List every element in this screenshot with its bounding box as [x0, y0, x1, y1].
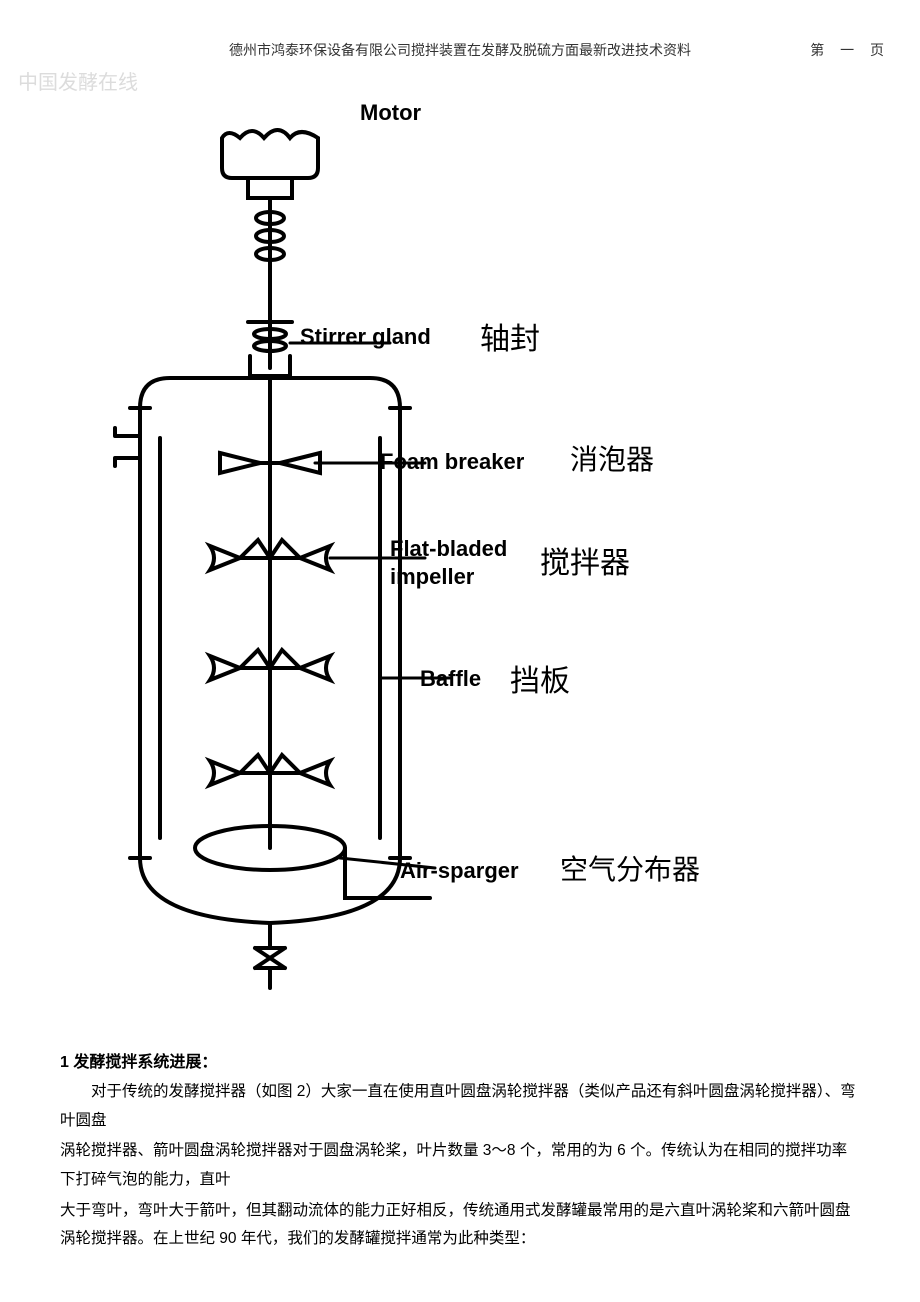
label-impeller-en1: Flat-bladed	[390, 536, 507, 562]
label-impeller-cn: 搅拌器	[540, 538, 630, 582]
label-motor-en: Motor	[360, 100, 421, 126]
para-2: 涡轮搅拌器、箭叶圆盘涡轮搅拌器对于圆盘涡轮桨，叶片数量 3～8 个，常用的为 6…	[60, 1137, 860, 1194]
label-gland-cn: 轴封	[480, 314, 540, 358]
section-heading: 发酵搅拌系统进展：	[73, 1054, 217, 1071]
section-1-body: 对于传统的发酵搅拌器（如图 2）大家一直在使用直叶圆盘涡轮搅拌器（类似产品还有斜…	[60, 1078, 860, 1254]
para-3: 大于弯叶，弯叶大于箭叶，但其翻动流体的能力正好相反，传统通用式发酵罐最常用的是六…	[60, 1197, 860, 1254]
section-number: 1	[60, 1054, 69, 1071]
label-impeller-en2: impeller	[390, 564, 474, 590]
label-foam-cn: 消泡器	[570, 438, 654, 478]
label-baffle-cn: 挡板	[510, 656, 570, 700]
page-header: 德州市鸿泰环保设备有限公司搅拌装置在发酵及脱硫方面最新改进技术资料 第 一 页	[60, 40, 860, 60]
label-gland-en: Stirrer gland	[300, 324, 431, 350]
label-foam-en: Foam breaker	[380, 449, 524, 475]
para-1: 对于传统的发酵搅拌器（如图 2）大家一直在使用直叶圆盘涡轮搅拌器（类似产品还有斜…	[60, 1078, 860, 1135]
label-sparger-en: Air-sparger	[400, 858, 519, 884]
page-number: 第 一 页	[810, 40, 890, 60]
label-baffle-en: Baffle	[420, 666, 481, 692]
header-title: 德州市鸿泰环保设备有限公司搅拌装置在发酵及脱硫方面最新改进技术资料	[229, 42, 691, 58]
fermentation-tank-diagram: Motor Stirrer gland 轴封 Foam breaker 消泡器 …	[100, 68, 800, 1018]
section-1-title: 1 发酵搅拌系统进展：	[60, 1048, 860, 1072]
label-sparger-cn: 空气分布器	[560, 848, 700, 888]
